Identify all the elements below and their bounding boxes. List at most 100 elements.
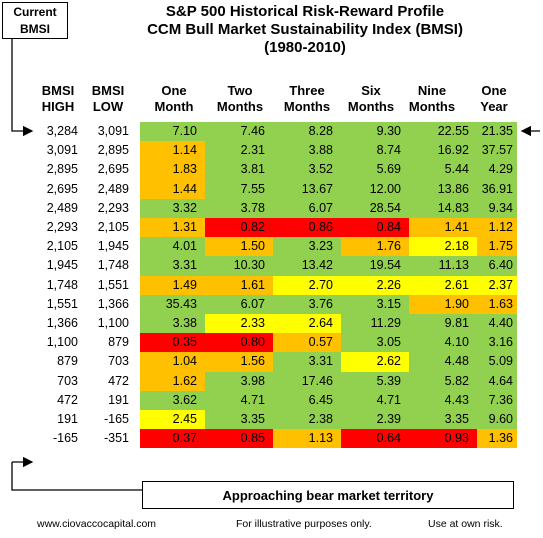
bmsi-low-cell: -165 xyxy=(103,412,129,426)
ratio-cell: 1.56 xyxy=(205,352,273,372)
ratio-cell: 4.71 xyxy=(205,391,273,410)
header-period-5: Nine Months xyxy=(398,83,466,115)
bmsi-low-cell: 2,105 xyxy=(97,220,129,234)
ratio-cell: 5.09 xyxy=(477,352,517,372)
bmsi-high-cell: 3,091 xyxy=(46,143,78,157)
ratio-cell: 0.93 xyxy=(409,429,477,448)
ratio-cell: 0.64 xyxy=(341,429,409,448)
ratio-cell: 11.29 xyxy=(341,314,409,333)
ratio-cell: 9.34 xyxy=(477,199,517,218)
ratio-cell: 3.35 xyxy=(409,410,477,429)
ratio-cell: 1.75 xyxy=(477,237,517,256)
ratio-cell: 1.13 xyxy=(273,429,341,448)
bmsi-high-cell: 3,284 xyxy=(46,124,78,138)
ratio-cell: 11.13 xyxy=(409,256,477,276)
bmsi-low-cell: 1,748 xyxy=(97,258,129,272)
bmsi-low-cell: 1,100 xyxy=(97,316,129,330)
ratio-cell: 28.54 xyxy=(341,199,409,218)
bear-market-arrow-line xyxy=(11,462,142,491)
ratio-cell: 6.40 xyxy=(477,256,517,276)
bmsi-high-cell: 1,748 xyxy=(46,278,78,292)
header-period-2: Two Months xyxy=(206,83,274,115)
ratio-cell: 2.70 xyxy=(273,276,341,295)
ratio-cell: 2.33 xyxy=(205,314,273,333)
ratio-cell: 1.31 xyxy=(140,218,205,237)
ratio-cell: 10.30 xyxy=(205,256,273,276)
ratio-cell: 13.86 xyxy=(409,180,477,199)
header-period-1-line-1: One xyxy=(161,83,187,98)
chart-title-line-2: CCM Bull Market Sustainability Index (BM… xyxy=(147,21,463,38)
bmsi-high-cell: 2,105 xyxy=(46,239,78,253)
header-period-4-line-2: Months xyxy=(347,99,395,114)
ratio-cell: 1.14 xyxy=(140,141,205,160)
ratio-cell: 2.38 xyxy=(273,410,341,429)
ratio-cell: 3.15 xyxy=(341,295,409,314)
ratio-cell: 1.36 xyxy=(477,429,517,448)
header-period-5-line-2: Months xyxy=(408,99,456,114)
ratio-cell: 2.64 xyxy=(273,314,341,333)
bmsi-high-cell: 2,489 xyxy=(46,201,78,215)
ratio-cell: 1.90 xyxy=(409,295,477,314)
bmsi-high-cell: 2,695 xyxy=(46,182,78,196)
ratio-cell: 7.36 xyxy=(477,391,517,410)
ratio-cell: 5.44 xyxy=(409,160,477,180)
current-bmsi-label: Current BMSI xyxy=(2,2,68,39)
ratio-cell: 2.39 xyxy=(341,410,409,429)
ratio-cell: 1.41 xyxy=(409,218,477,237)
ratio-cell: 4.64 xyxy=(477,372,517,391)
ratio-cell: 7.55 xyxy=(205,180,273,199)
header-period-4-line-1: Six xyxy=(361,83,381,98)
ratio-cell: 3.32 xyxy=(140,199,205,218)
ratio-cell: 2.62 xyxy=(341,352,409,372)
ratio-cell: 3.78 xyxy=(205,199,273,218)
bmsi-low-cell: 3,091 xyxy=(97,124,129,138)
header-period-3-line-1: Three xyxy=(289,83,325,98)
header-period-4: Six Months xyxy=(337,83,405,115)
ratio-cell: 9.81 xyxy=(409,314,477,333)
ratio-cell: 3.81 xyxy=(205,160,273,180)
current-bmsi-label-line-2: BMSI xyxy=(20,22,50,36)
ratio-cell: 4.40 xyxy=(477,314,517,333)
ratio-cell: 3.38 xyxy=(140,314,205,333)
header-bmsi-low: BMSI LOW xyxy=(84,83,132,115)
ratio-cell: 4.43 xyxy=(409,391,477,410)
header-period-3: Three Months xyxy=(273,83,341,115)
bmsi-high-cell: 703 xyxy=(57,374,78,388)
bmsi-low-cell: 879 xyxy=(108,335,129,349)
ratio-cell: 3.23 xyxy=(273,237,341,256)
bmsi-high-cell: 191 xyxy=(57,412,78,426)
ratio-cell: 1.63 xyxy=(477,295,517,314)
ratio-cell: 0.85 xyxy=(205,429,273,448)
ratio-cell: 13.42 xyxy=(273,256,341,276)
ratio-cell: 1.61 xyxy=(205,276,273,295)
chart-title-line-3: (1980-2010) xyxy=(264,39,346,56)
ratio-cell: 2.31 xyxy=(205,141,273,160)
bmsi-low-cell: 2,695 xyxy=(97,162,129,176)
ratio-cell: 1.44 xyxy=(140,180,205,199)
bear-market-banner: Approaching bear market territory xyxy=(142,481,514,509)
bmsi-low-cell: 2,293 xyxy=(97,201,129,215)
ratio-cell: 1.83 xyxy=(140,160,205,180)
bmsi-low-cell: -351 xyxy=(103,431,129,445)
ratio-cell: 1.62 xyxy=(140,372,205,391)
header-bmsi-low-line-1: BMSI xyxy=(91,83,125,98)
header-period-6-line-2: Year xyxy=(480,99,508,114)
ratio-cell: 17.46 xyxy=(273,372,341,391)
ratio-cell: 0.86 xyxy=(273,218,341,237)
bmsi-high-cell: 1,945 xyxy=(46,258,78,272)
bmsi-high-cell: -165 xyxy=(52,431,78,445)
header-period-2-line-2: Months xyxy=(216,99,264,114)
header-period-5-line-1: Nine xyxy=(417,83,447,98)
ratio-cell: 21.35 xyxy=(477,122,517,141)
ratio-cell: 12.00 xyxy=(341,180,409,199)
ratio-cell: 2.18 xyxy=(409,237,477,256)
header-bmsi-high-line-2: HIGH xyxy=(41,99,75,114)
ratio-cell: 35.43 xyxy=(140,295,205,314)
ratio-cell: 1.50 xyxy=(205,237,273,256)
header-period-3-line-2: Months xyxy=(283,99,331,114)
header-period-1: One Month xyxy=(140,83,208,115)
current-bmsi-label-line-1: Current xyxy=(13,5,57,19)
ratio-cell: 0.82 xyxy=(205,218,273,237)
ratio-cell: 7.10 xyxy=(140,122,205,141)
